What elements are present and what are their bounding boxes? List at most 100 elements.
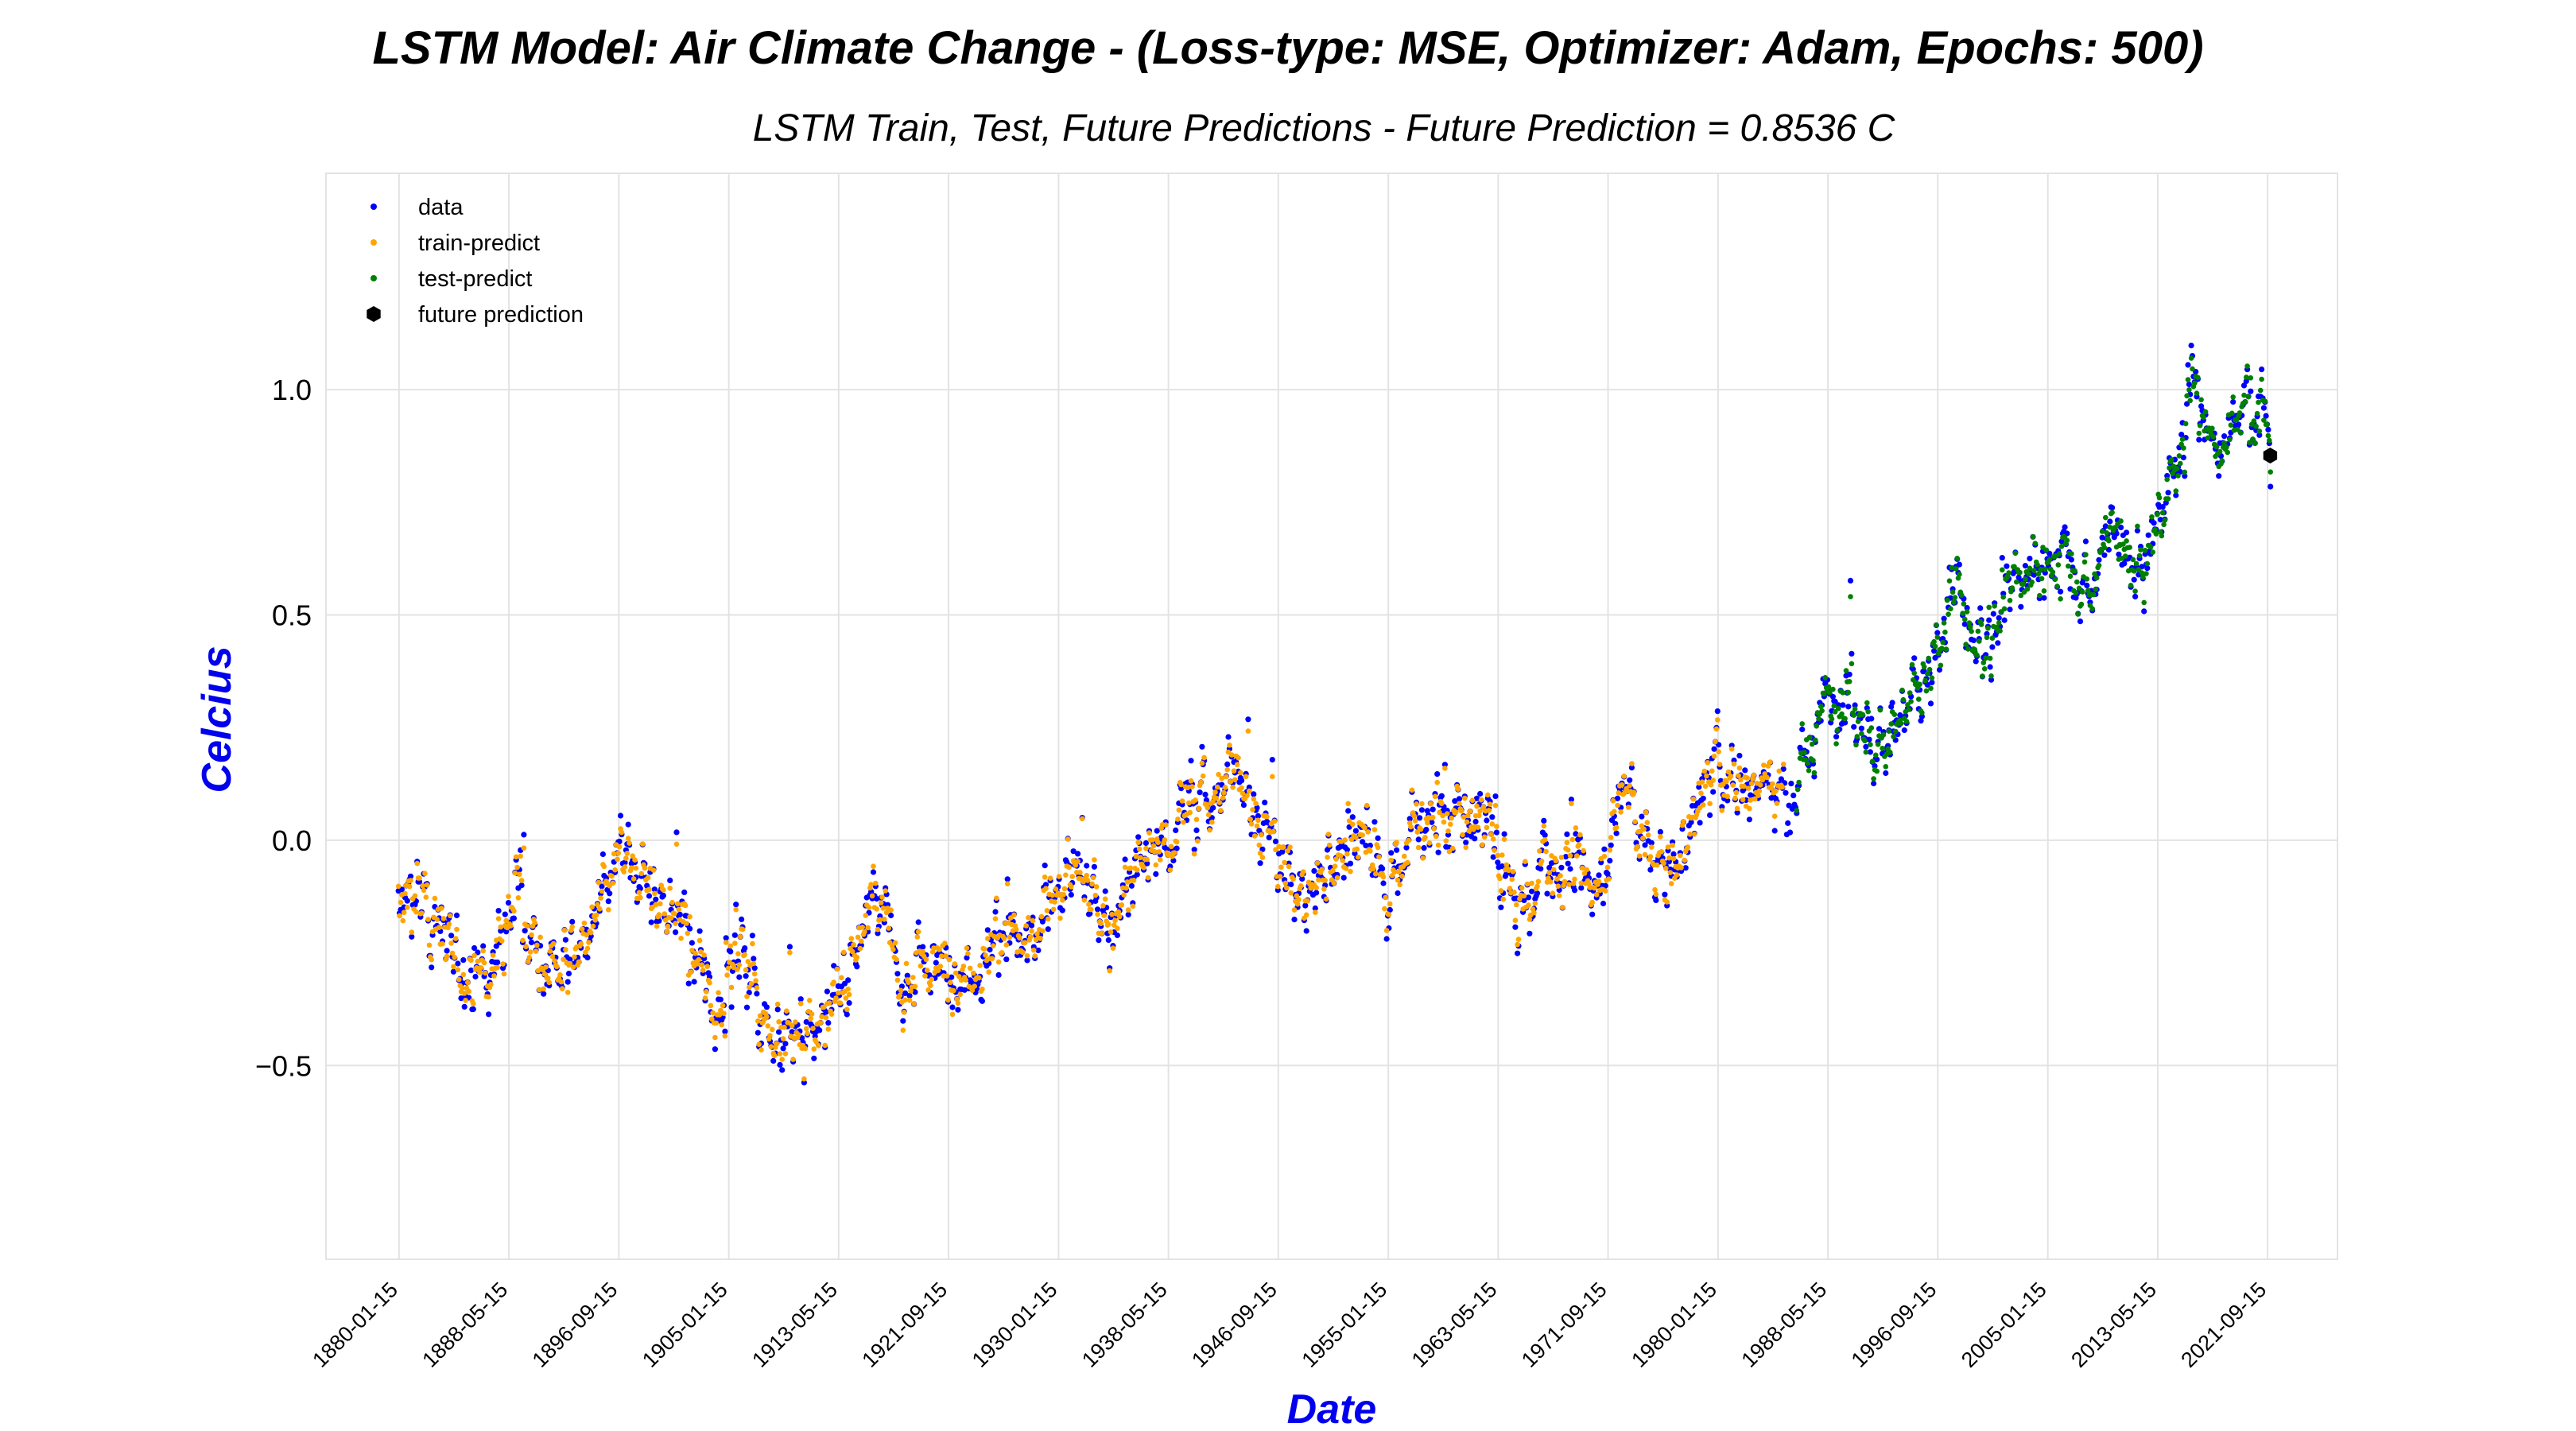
data-point [1224, 761, 1231, 768]
train-predict-point [1222, 785, 1228, 790]
train-predict-point [471, 952, 477, 959]
train-predict-point [1449, 815, 1454, 821]
train-predict-point [699, 962, 705, 968]
train-predict-point [1179, 798, 1185, 804]
test-predict-point [1972, 646, 1978, 653]
train-predict-point [1665, 844, 1671, 850]
train-predict-point [1616, 790, 1622, 796]
test-predict-point [2055, 562, 2062, 568]
train-predict-point [563, 947, 568, 952]
train-predict-point [417, 875, 422, 881]
train-predict-point [883, 909, 890, 916]
test-predict-point [1949, 589, 1956, 595]
test-predict-point [1964, 609, 1970, 615]
train-predict-point [1066, 864, 1072, 871]
train-predict-point [468, 957, 474, 964]
train-predict-point [1465, 812, 1471, 819]
train-predict-point [414, 860, 420, 867]
test-predict-point [2085, 588, 2091, 594]
data-point [2186, 381, 2192, 388]
train-predict-point [1572, 876, 1577, 882]
train-predict-point [1050, 906, 1057, 913]
train-predict-point [990, 943, 996, 948]
train-predict-point [1342, 837, 1348, 843]
train-predict-point [1116, 913, 1123, 920]
data-point [1742, 767, 1748, 774]
train-predict-point [1531, 909, 1537, 916]
train-predict-point [501, 971, 507, 977]
train-predict-point [1578, 880, 1585, 886]
train-predict-point [900, 1027, 906, 1034]
test-predict-point [2268, 469, 2273, 475]
train-predict-point [452, 955, 458, 960]
train-predict-point [1063, 872, 1069, 878]
train-predict-point [1216, 771, 1221, 778]
test-predict-point [1892, 728, 1899, 735]
test-predict-point [1960, 611, 1965, 616]
train-predict-point [1415, 844, 1422, 851]
train-predict-point [1172, 850, 1177, 855]
test-predict-point [2250, 436, 2256, 442]
train-predict-point [554, 964, 560, 970]
data-point [1874, 756, 1880, 762]
data-point [1700, 795, 1706, 801]
data-point [1546, 864, 1553, 871]
train-predict-point [543, 964, 549, 970]
test-predict-point [2035, 571, 2042, 577]
train-predict-point [1477, 808, 1483, 814]
data-point [1173, 827, 1179, 833]
train-predict-point [1661, 860, 1666, 867]
test-predict-point [2090, 591, 2097, 598]
train-predict-point [1220, 795, 1226, 801]
test-predict-point [2173, 488, 2179, 494]
train-predict-point [1230, 785, 1236, 790]
train-predict-point [1495, 852, 1501, 859]
test-predict-point [1975, 628, 1981, 634]
train-predict-point [948, 979, 953, 986]
train-predict-point [456, 976, 462, 983]
train-predict-point [1092, 892, 1099, 898]
test-predict-point [1888, 721, 1894, 727]
train-predict-point [1558, 855, 1565, 860]
test-predict-point [1829, 716, 1835, 722]
data-point [2243, 378, 2249, 384]
train-predict-point [994, 895, 999, 902]
data-point [1924, 681, 1930, 688]
train-predict-point [1365, 829, 1371, 835]
train-predict-point [1658, 834, 1663, 840]
train-predict-point [1199, 760, 1205, 766]
test-predict-point [1877, 707, 1884, 713]
train-predict-point [653, 902, 659, 908]
train-predict-point [448, 940, 454, 946]
test-predict-point [1988, 673, 1994, 679]
data-point [2027, 556, 2033, 562]
train-predict-point [412, 893, 418, 899]
test-predict-point [2054, 584, 2060, 589]
train-predict-point [1146, 830, 1152, 836]
train-predict-point [1125, 907, 1131, 913]
test-predict-point [2221, 440, 2227, 446]
test-predict-point [2020, 581, 2026, 588]
train-predict-point [1500, 896, 1506, 902]
train-predict-point [700, 968, 706, 973]
train-predict-point [438, 906, 444, 911]
train-predict-point [1061, 886, 1068, 892]
test-predict-point [1799, 721, 1805, 727]
data-point [1863, 743, 1869, 750]
test-predict-point [2043, 566, 2048, 572]
test-predict-point [1989, 635, 1996, 641]
train-predict-point [1382, 906, 1387, 912]
data-point [2099, 534, 2105, 541]
data-point [801, 1080, 808, 1086]
train-predict-point [533, 948, 539, 954]
test-predict-point [2156, 494, 2163, 501]
train-predict-point [728, 984, 735, 991]
train-predict-point [668, 915, 674, 921]
data-point [1498, 904, 1504, 910]
data-point [1239, 778, 1245, 784]
test-predict-point [2136, 567, 2142, 572]
x-tick-label: 2005-01-15 [1957, 1278, 2051, 1372]
data-point [1367, 842, 1373, 849]
data-point [1521, 897, 1527, 903]
train-predict-point [1629, 761, 1635, 766]
